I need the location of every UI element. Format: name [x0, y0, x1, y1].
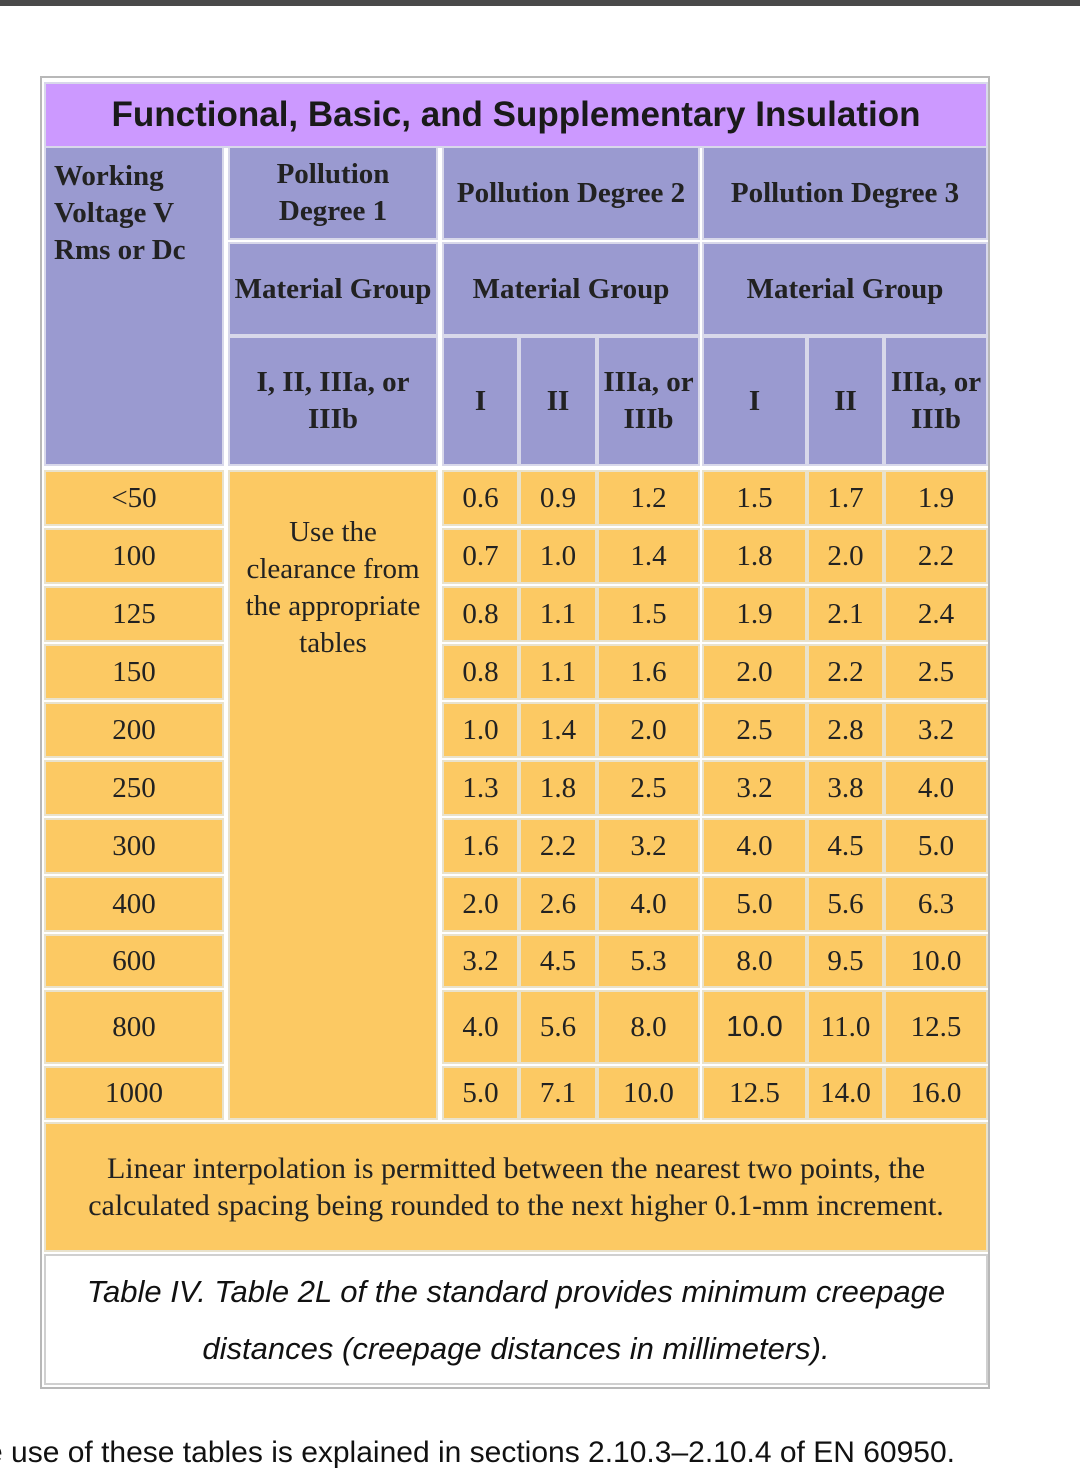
creepage-table: Functional, Basic, and Supplementary Ins…	[40, 76, 990, 1389]
creepage-value-cell: 8.0	[702, 934, 807, 988]
pd1-material-group-header: I, II, IIIa, or IIIb	[228, 336, 438, 466]
creepage-value-cell: 9.5	[807, 934, 884, 988]
creepage-value-cell: 5.6	[519, 990, 597, 1064]
creepage-value-cell: 2.0	[702, 644, 807, 700]
creepage-value-cell: 2.5	[597, 760, 700, 816]
creepage-value-cell: 1.7	[807, 470, 884, 526]
creepage-value-cell: 2.2	[884, 528, 988, 584]
subgroup-header: I	[442, 336, 519, 466]
voltage-cell: 200	[44, 702, 224, 758]
creepage-value-cell: 1.6	[597, 644, 700, 700]
creepage-value-cell: 0.8	[442, 586, 519, 642]
creepage-value-cell: 1.3	[442, 760, 519, 816]
creepage-value-cell: 2.8	[807, 702, 884, 758]
creepage-value-cell: 1.6	[442, 818, 519, 874]
creepage-value-cell: 16.0	[884, 1066, 988, 1120]
creepage-value-cell: 4.5	[519, 934, 597, 988]
creepage-value-cell: 3.2	[597, 818, 700, 874]
subgroup-header: II	[519, 336, 597, 466]
creepage-value-cell: 1.4	[597, 528, 700, 584]
creepage-value-cell: 0.8	[442, 644, 519, 700]
creepage-value-cell: 5.0	[442, 1066, 519, 1120]
creepage-value-cell: 2.5	[884, 644, 988, 700]
voltage-cell: 300	[44, 818, 224, 874]
creepage-value-cell: 2.0	[597, 702, 700, 758]
creepage-value-cell: 5.6	[807, 876, 884, 932]
pollution-degree-1-header: Pollution Degree 1	[228, 146, 438, 240]
subgroup-header: II	[807, 336, 884, 466]
table-title: Functional, Basic, and Supplementary Ins…	[44, 82, 988, 148]
creepage-value-cell: 1.4	[519, 702, 597, 758]
creepage-value-cell: 8.0	[597, 990, 700, 1064]
creepage-value-cell: 5.3	[597, 934, 700, 988]
creepage-value-cell: 0.7	[442, 528, 519, 584]
creepage-value-cell: 3.2	[442, 934, 519, 988]
pollution-degree-3-header: Pollution Degree 3	[702, 146, 988, 240]
creepage-value-cell: 10.0	[884, 934, 988, 988]
creepage-value-cell: 0.6	[442, 470, 519, 526]
creepage-value-cell: 12.5	[702, 1066, 807, 1120]
pollution-degree-2-header: Pollution Degree 2	[442, 146, 700, 240]
creepage-value-cell: 2.2	[807, 644, 884, 700]
subgroup-header: IIIa, or IIIb	[597, 336, 700, 466]
creepage-value-cell: 4.0	[442, 990, 519, 1064]
table-caption: Table IV. Table 2L of the standard provi…	[44, 1254, 988, 1385]
voltage-cell: 400	[44, 876, 224, 932]
creepage-value-cell: 2.2	[519, 818, 597, 874]
voltage-cell: 150	[44, 644, 224, 700]
creepage-value-cell: 1.1	[519, 586, 597, 642]
creepage-value-cell: 0.9	[519, 470, 597, 526]
top-bar	[0, 0, 1080, 6]
creepage-value-cell: 1.8	[702, 528, 807, 584]
creepage-value-cell: 10.0	[597, 1066, 700, 1120]
creepage-value-cell: 1.2	[597, 470, 700, 526]
creepage-value-cell: 2.6	[519, 876, 597, 932]
creepage-value-cell: 1.0	[442, 702, 519, 758]
creepage-value-cell: 1.5	[702, 470, 807, 526]
material-group-header-pd3: Material Group	[702, 242, 988, 336]
creepage-value-cell: 6.3	[884, 876, 988, 932]
creepage-value-cell: 3.8	[807, 760, 884, 816]
creepage-value-cell: 2.4	[884, 586, 988, 642]
subgroup-header: I	[702, 336, 807, 466]
creepage-value-cell: 3.2	[884, 702, 988, 758]
creepage-value-cell: 2.0	[442, 876, 519, 932]
voltage-cell: 125	[44, 586, 224, 642]
creepage-value-cell: 14.0	[807, 1066, 884, 1120]
creepage-value-cell: 7.1	[519, 1066, 597, 1120]
working-voltage-header: Working Voltage V Rms or Dc	[44, 146, 224, 466]
pd1-usage-note: Use the clearance from the appropriate t…	[228, 470, 438, 1120]
creepage-value-cell: 11.0	[807, 990, 884, 1064]
creepage-value-cell: 4.0	[884, 760, 988, 816]
voltage-cell: 600	[44, 934, 224, 988]
creepage-value-cell: 1.5	[597, 586, 700, 642]
material-group-header-pd1: Material Group	[228, 242, 438, 336]
creepage-value-cell: 4.5	[807, 818, 884, 874]
creepage-value-cell: 4.0	[702, 818, 807, 874]
creepage-value-cell: 1.9	[702, 586, 807, 642]
creepage-value-cell: 2.5	[702, 702, 807, 758]
creepage-value-cell: 3.2	[702, 760, 807, 816]
material-group-header-pd2: Material Group	[442, 242, 700, 336]
voltage-cell: 800	[44, 990, 224, 1064]
creepage-value-cell: 5.0	[884, 818, 988, 874]
voltage-cell: 1000	[44, 1066, 224, 1120]
footer-text: e use of these tables is explained in se…	[0, 1436, 955, 1469]
creepage-value-cell: 12.5	[884, 990, 988, 1064]
creepage-value-cell: 1.8	[519, 760, 597, 816]
creepage-value-cell: 1.0	[519, 528, 597, 584]
creepage-value-cell: 5.0	[702, 876, 807, 932]
voltage-cell: 250	[44, 760, 224, 816]
interpolation-note: Linear interpolation is permitted betwee…	[44, 1122, 988, 1252]
creepage-value-cell: 1.9	[884, 470, 988, 526]
creepage-value-cell: 2.1	[807, 586, 884, 642]
creepage-value-cell: 1.1	[519, 644, 597, 700]
voltage-cell: <50	[44, 470, 224, 526]
creepage-value-cell: 4.0	[597, 876, 700, 932]
subgroup-header: IIIa, or IIIb	[884, 336, 988, 466]
creepage-value-cell: 2.0	[807, 528, 884, 584]
creepage-value-cell: 10.0	[702, 990, 807, 1064]
voltage-cell: 100	[44, 528, 224, 584]
